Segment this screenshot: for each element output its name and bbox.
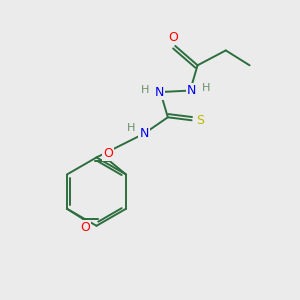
Text: O: O xyxy=(168,31,178,44)
Text: H: H xyxy=(141,85,149,95)
Text: O: O xyxy=(80,220,90,234)
Text: N: N xyxy=(140,127,149,140)
Text: H: H xyxy=(127,123,135,133)
Text: N: N xyxy=(187,84,196,97)
Text: H: H xyxy=(201,83,210,93)
Text: S: S xyxy=(196,114,204,127)
Text: O: O xyxy=(103,147,113,160)
Text: N: N xyxy=(154,85,164,98)
